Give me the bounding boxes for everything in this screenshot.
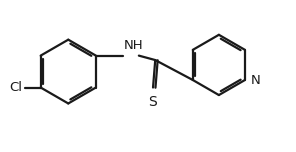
Text: NH: NH xyxy=(124,39,144,52)
Text: N: N xyxy=(251,74,260,87)
Text: Cl: Cl xyxy=(9,81,22,94)
Text: S: S xyxy=(148,95,157,109)
